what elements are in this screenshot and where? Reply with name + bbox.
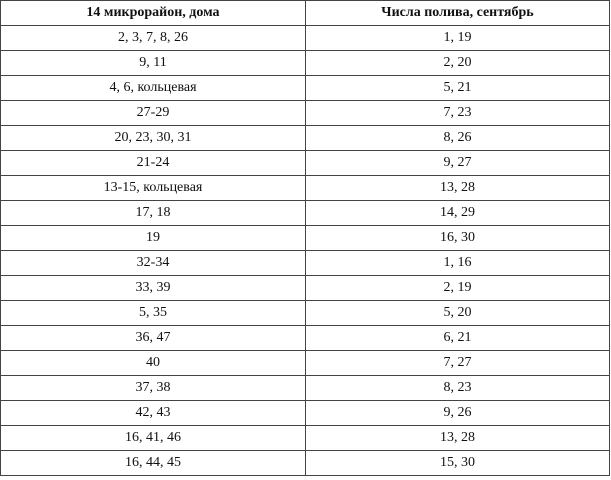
houses-cell: 13-15, кольцевая — [0, 175, 306, 201]
dates-cell: 9, 27 — [305, 150, 610, 176]
table-row: 19 16, 30 — [0, 225, 610, 251]
dates-cell: 13, 28 — [305, 425, 610, 451]
table-row: 37, 38 8, 23 — [0, 375, 610, 401]
houses-cell: 36, 47 — [0, 325, 306, 351]
houses-cell: 5, 35 — [0, 300, 306, 326]
houses-cell: 21-24 — [0, 150, 306, 176]
houses-cell: 17, 18 — [0, 200, 306, 226]
houses-cell: 20, 23, 30, 31 — [0, 125, 306, 151]
table-row: 16, 41, 46 13, 28 — [0, 425, 610, 451]
dates-cell: 5, 20 — [305, 300, 610, 326]
dates-cell: 16, 30 — [305, 225, 610, 251]
dates-cell: 8, 26 — [305, 125, 610, 151]
table-row: 16, 44, 45 15, 30 — [0, 450, 610, 476]
table-row: 40 7, 27 — [0, 350, 610, 376]
houses-cell: 40 — [0, 350, 306, 376]
table-row: 27-29 7, 23 — [0, 100, 610, 126]
dates-cell: 6, 21 — [305, 325, 610, 351]
table-row: 5, 35 5, 20 — [0, 300, 610, 326]
houses-cell: 4, 6, кольцевая — [0, 75, 306, 101]
houses-cell: 33, 39 — [0, 275, 306, 301]
table-row: 32-34 1, 16 — [0, 250, 610, 276]
dates-cell: 13, 28 — [305, 175, 610, 201]
dates-cell: 1, 16 — [305, 250, 610, 276]
header-cell: Числа полива, сентябрь — [305, 0, 610, 26]
table-row: 4, 6, кольцевая 5, 21 — [0, 75, 610, 101]
dates-cell: 7, 27 — [305, 350, 610, 376]
dates-cell: 9, 26 — [305, 400, 610, 426]
dates-cell: 1, 19 — [305, 25, 610, 51]
table-body: 2, 3, 7, 8, 26 1, 19 9, 11 2, 20 4, 6, кольц… — [0, 25, 610, 476]
houses-cell: 19 — [0, 225, 306, 251]
dates-cell: 8, 23 — [305, 375, 610, 401]
dates-cell: 15, 30 — [305, 450, 610, 476]
houses-cell: 16, 44, 45 — [0, 450, 306, 476]
houses-cell: 32-34 — [0, 250, 306, 276]
header-cell: 14 микрорайон, дома — [0, 0, 306, 26]
dates-cell: 14, 29 — [305, 200, 610, 226]
dates-cell: 5, 21 — [305, 75, 610, 101]
dates-cell: 2, 19 — [305, 275, 610, 301]
table-row: 2, 3, 7, 8, 26 1, 19 — [0, 25, 610, 51]
table-row: 9, 11 2, 20 — [0, 50, 610, 76]
table-row: 13-15, кольцевая 13, 28 — [0, 175, 610, 201]
houses-cell: 27-29 — [0, 100, 306, 126]
table-row: 21-24 9, 27 — [0, 150, 610, 176]
houses-cell: 37, 38 — [0, 375, 306, 401]
table-row: 20, 23, 30, 31 8, 26 — [0, 125, 610, 151]
table-row: 36, 47 6, 21 — [0, 325, 610, 351]
houses-cell: 9, 11 — [0, 50, 306, 76]
header-row: 14 микрорайон, дома Числа полива, сентяб… — [0, 0, 610, 26]
table-row: 17, 18 14, 29 — [0, 200, 610, 226]
houses-cell: 42, 43 — [0, 400, 306, 426]
table-row: 33, 39 2, 19 — [0, 275, 610, 301]
dates-cell: 2, 20 — [305, 50, 610, 76]
dates-cell: 7, 23 — [305, 100, 610, 126]
houses-cell: 2, 3, 7, 8, 26 — [0, 25, 306, 51]
houses-cell: 16, 41, 46 — [0, 425, 306, 451]
table-row: 42, 43 9, 26 — [0, 400, 610, 426]
